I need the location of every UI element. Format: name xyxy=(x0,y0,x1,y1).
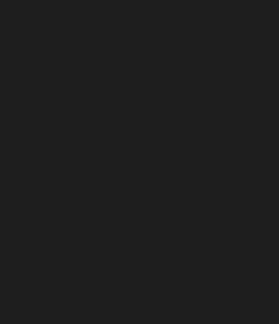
Text: PLACEBO: PLACEBO xyxy=(160,257,256,276)
Text: U-EXCEL: U-EXCEL xyxy=(54,45,225,79)
Text: RINVOQ: RINVOQ xyxy=(30,237,112,257)
Text: 45 mg: 45 mg xyxy=(38,260,104,280)
Text: (n=143): (n=143) xyxy=(182,290,234,303)
Text: Bio-naïve patientsˊˊ (n=241): Bio-naïve patientsˊˊ (n=241) xyxy=(49,115,230,129)
Text: Bio-failure patients‡ (n=197): Bio-failure patients‡ (n=197) xyxy=(49,146,230,159)
Text: (n=295): (n=295) xyxy=(45,290,97,303)
